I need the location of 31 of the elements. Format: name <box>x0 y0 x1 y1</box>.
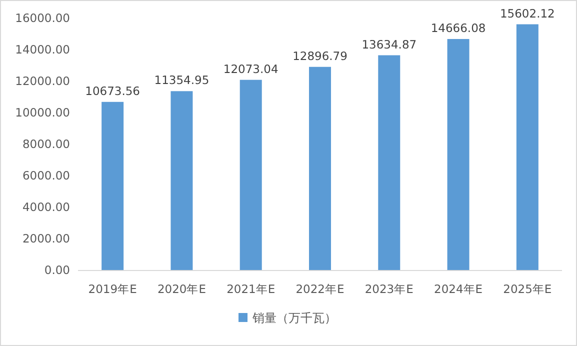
y-tick-label: 8000.00 <box>22 137 70 151</box>
data-label: 11354.95 <box>154 73 210 88</box>
data-label: 12896.79 <box>292 48 348 63</box>
y-tick-label: 14000.00 <box>15 42 70 56</box>
bar <box>240 80 262 270</box>
bar <box>170 91 193 270</box>
y-tick-label: 10000.00 <box>15 106 70 120</box>
x-tick-label: 2021年E <box>226 282 276 296</box>
bar <box>516 24 538 270</box>
x-tick-label: 2024年E <box>434 282 483 296</box>
y-tick-label: 6000.00 <box>22 168 70 182</box>
y-tick-label: 12000.00 <box>15 74 70 88</box>
data-label: 14666.08 <box>430 21 486 36</box>
x-tick-label: 2025年E <box>503 282 552 296</box>
y-tick-label: 2000.00 <box>22 232 70 246</box>
data-label: 15602.12 <box>500 6 555 20</box>
bar <box>102 102 124 270</box>
data-label: 12073.04 <box>223 62 278 76</box>
y-tick-label: 16000.00 <box>15 11 70 25</box>
x-tick-label: 2019年E <box>88 282 137 296</box>
x-tick-label: 2020年E <box>157 282 206 296</box>
x-tick-label: 2022年E <box>296 282 344 296</box>
bar <box>309 66 331 270</box>
y-tick-label: 0.00 <box>44 263 70 277</box>
data-label: 13634.87 <box>362 37 417 52</box>
bar <box>378 55 400 270</box>
data-label: 10673.56 <box>85 84 140 98</box>
x-tick-label: 2023年E <box>364 282 414 296</box>
y-tick-label: 4000.00 <box>22 200 70 214</box>
legend-label: 销量（万千瓦） <box>252 311 336 325</box>
bar <box>447 39 470 270</box>
